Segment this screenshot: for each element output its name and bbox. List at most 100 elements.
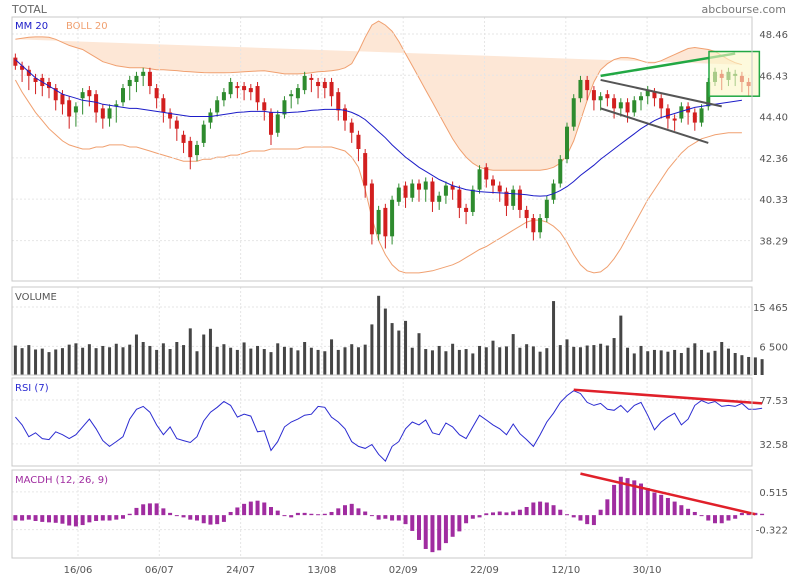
- volume-bar: [101, 345, 105, 375]
- macdh-bar: [726, 515, 731, 521]
- macdh-bar: [719, 515, 724, 524]
- candlestick: [20, 65, 25, 70]
- candlestick: [464, 207, 469, 212]
- volume-bar: [619, 315, 623, 375]
- channel-upper-line: [600, 78, 722, 108]
- macdh-bar: [565, 514, 569, 516]
- candlestick: [100, 108, 105, 119]
- volume-bar: [444, 351, 448, 375]
- candlestick: [403, 185, 408, 198]
- volume-bar: [498, 347, 502, 375]
- volume-bar: [632, 353, 636, 375]
- macdh-bar: [665, 497, 670, 516]
- volume-bar: [484, 347, 488, 375]
- macdh-bar: [612, 484, 617, 516]
- candlestick: [618, 102, 623, 109]
- candlestick: [369, 183, 374, 235]
- candlestick: [665, 108, 670, 119]
- x-axis-date-label: 22/09: [470, 565, 499, 576]
- volume-bar: [404, 320, 408, 375]
- x-axis-date-label: 02/09: [389, 565, 418, 576]
- price-tick-label: 46.43: [759, 71, 788, 82]
- volume-panel-frame: [11, 286, 753, 376]
- volume-bar: [208, 328, 212, 375]
- candlestick: [26, 69, 31, 76]
- volume-bar: [417, 333, 421, 375]
- x-axis-date-label: 13/08: [307, 565, 336, 576]
- macdh-bar: [309, 513, 314, 516]
- candlestick: [484, 167, 489, 180]
- macdh-bar: [706, 515, 711, 521]
- macdh-bar: [390, 515, 395, 521]
- volume-bar: [646, 351, 650, 375]
- candlestick: [147, 71, 152, 87]
- bollinger-band-fill: [15, 21, 742, 171]
- volume-bar: [256, 345, 260, 375]
- macdh-bar: [517, 509, 522, 516]
- macd-panel-frame: [11, 469, 753, 559]
- candlestick: [195, 144, 199, 156]
- macdh-bar: [295, 512, 300, 516]
- volume-bar: [471, 353, 475, 375]
- macdh-bar: [443, 515, 448, 544]
- macdh-bar: [235, 507, 240, 516]
- macdh-bar: [94, 515, 99, 521]
- volume-bar: [296, 350, 300, 375]
- volume-bar: [397, 330, 401, 375]
- candlestick: [262, 102, 267, 111]
- candlestick: [585, 79, 590, 91]
- candlestick: [336, 92, 341, 111]
- macdh-bar: [107, 515, 112, 521]
- volume-bar: [34, 349, 38, 375]
- candlestick: [67, 100, 72, 117]
- volume-bar: [673, 349, 677, 375]
- candlestick: [679, 106, 684, 119]
- candlestick: [450, 185, 455, 190]
- candlestick: [73, 106, 78, 113]
- candlestick: [504, 191, 509, 206]
- candlestick: [639, 96, 643, 101]
- macdh-bar: [168, 512, 173, 516]
- volume-bar: [309, 347, 313, 375]
- volume-bar: [565, 339, 569, 375]
- candlestick: [322, 81, 327, 89]
- macdh-bar: [551, 505, 556, 516]
- volume-bar: [706, 352, 710, 375]
- macdh-bar: [639, 483, 643, 516]
- macdh-bar: [491, 512, 495, 516]
- macdh-bar: [53, 515, 58, 523]
- candlestick: [410, 183, 415, 198]
- candlestick: [87, 90, 92, 97]
- volume-bar: [478, 345, 482, 375]
- volume-bar: [733, 353, 737, 375]
- macdh-bar: [591, 515, 596, 526]
- price-tick-label: 44.40: [759, 113, 788, 124]
- candlestick: [60, 94, 65, 105]
- macdh-bar: [383, 515, 388, 519]
- candlestick: [417, 183, 421, 190]
- macdh-bar: [437, 515, 442, 551]
- candlestick: [255, 86, 260, 103]
- macdh-bar: [410, 515, 415, 531]
- price-panel-frame: [11, 16, 753, 282]
- candlestick: [114, 104, 119, 107]
- macdh-bar: [645, 488, 650, 516]
- macdh-bar: [672, 501, 677, 516]
- candlestick: [396, 187, 401, 202]
- x-axis-date-label: 16/06: [64, 565, 93, 576]
- candlestick: [309, 77, 314, 80]
- volume-legend: VOLUME: [15, 292, 57, 303]
- volume-bar: [437, 345, 441, 375]
- candlestick: [161, 98, 166, 113]
- volume-bar: [599, 343, 603, 375]
- macdh-bar: [73, 515, 78, 527]
- macdh-bar: [497, 511, 502, 516]
- volume-bar: [13, 345, 17, 375]
- volume-bar: [726, 348, 730, 375]
- volume-bar: [363, 344, 367, 375]
- volume-bar: [155, 349, 159, 375]
- macdh-bar: [349, 503, 354, 516]
- candlestick: [141, 71, 146, 76]
- macdh-bar: [195, 515, 199, 521]
